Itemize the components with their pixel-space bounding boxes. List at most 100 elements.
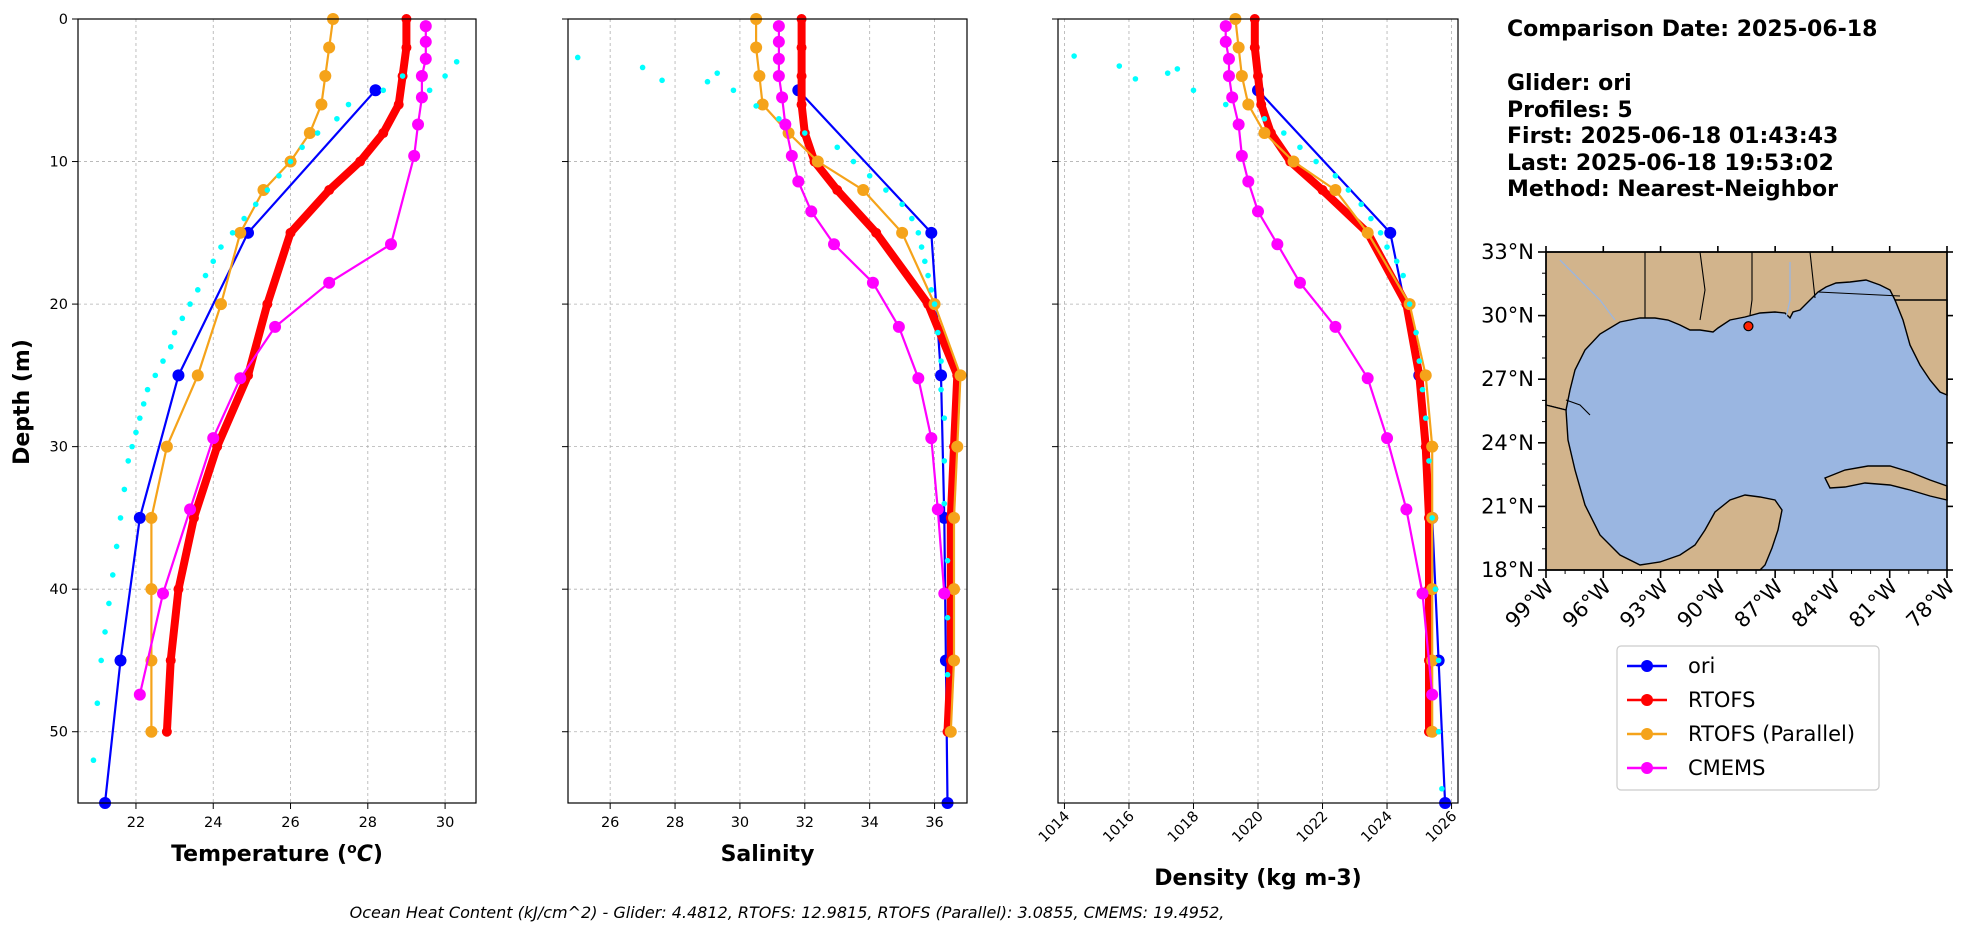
raw-point xyxy=(167,344,174,350)
depth-axis-label: Depth (m) xyxy=(10,339,35,465)
raw-point xyxy=(345,101,352,108)
series-point xyxy=(1253,71,1263,82)
x-tick-label: 26 xyxy=(601,815,619,831)
series-point xyxy=(750,41,763,54)
series-point xyxy=(828,238,840,251)
series-point xyxy=(772,52,785,65)
raw-point xyxy=(1406,301,1413,307)
series-point xyxy=(948,583,961,596)
x-tick-label: 1026 xyxy=(1423,809,1460,846)
series-point xyxy=(1329,320,1342,333)
raw-point xyxy=(442,73,448,79)
x-tick-label: 1022 xyxy=(1294,809,1331,846)
raw-point xyxy=(1297,144,1303,151)
raw-point xyxy=(218,244,224,250)
raw-point xyxy=(938,358,944,364)
x-tick-label: 1024 xyxy=(1358,809,1395,846)
raw-point xyxy=(1164,70,1171,76)
raw-point xyxy=(187,301,193,307)
x-axis-label: Salinity xyxy=(721,842,815,867)
raw-point xyxy=(928,287,935,293)
first-time: First: 2025-06-18 01:43:43 xyxy=(1507,124,1838,149)
series-point xyxy=(912,372,925,385)
raw-point xyxy=(850,158,857,165)
series-point xyxy=(262,299,273,310)
raw-point xyxy=(1222,101,1229,108)
raw-point xyxy=(1432,586,1439,592)
series-point xyxy=(1235,70,1248,83)
series-rtofs xyxy=(161,14,412,737)
lon-tick-label: 78°W xyxy=(1902,574,1960,632)
raw-point xyxy=(121,486,128,493)
raw-point xyxy=(938,386,944,393)
y-tick-label: 20 xyxy=(50,297,68,313)
last-time: Last: 2025-06-18 19:53:02 xyxy=(1507,151,1834,176)
raw-point xyxy=(935,329,941,336)
x-tick-label: 30 xyxy=(436,815,454,831)
series-line xyxy=(1224,26,1434,695)
series-point xyxy=(925,432,938,445)
raw-point xyxy=(129,443,135,450)
lat-tick-label: 24°N xyxy=(1481,431,1534,455)
legend-items: ori RTOFS RTOFS (Parallel) CMEMS xyxy=(1627,654,1855,780)
info-panel: Comparison Date: 2025-06-18 Glider: ori … xyxy=(1507,17,1877,202)
location-map: 99°W 96°W 93°W 90°W 87°W 84°W 81°W 78°W 33°N 30°N… xyxy=(1481,240,1960,633)
series-point xyxy=(753,70,766,83)
raw-point xyxy=(941,500,948,507)
axes-frame xyxy=(567,18,968,804)
celsius-unit: C xyxy=(357,842,373,867)
series-point xyxy=(173,584,184,595)
series-point xyxy=(165,655,176,666)
series-point xyxy=(1329,184,1342,197)
raw-point xyxy=(380,87,387,94)
raw-point xyxy=(399,73,406,79)
series-line xyxy=(1250,19,1433,732)
raw-point xyxy=(137,415,143,421)
raw-point xyxy=(125,458,132,464)
series-point xyxy=(772,35,785,48)
series-cmems xyxy=(772,20,951,600)
raw-point xyxy=(944,614,951,621)
lat-tick-label: 33°N xyxy=(1481,240,1534,264)
raw-point xyxy=(1439,785,1445,792)
raw-point xyxy=(730,87,737,94)
raw-point xyxy=(179,315,186,322)
series-glider_raw xyxy=(574,54,951,678)
series-rtofs xyxy=(796,14,963,737)
raw-point xyxy=(941,458,948,464)
series-point xyxy=(931,503,944,516)
series-point xyxy=(1232,118,1245,131)
series-line xyxy=(797,19,962,732)
series-point xyxy=(214,298,227,311)
series-point xyxy=(188,512,199,523)
raw-point xyxy=(944,557,951,564)
series-point xyxy=(378,128,389,139)
raw-point xyxy=(152,372,159,379)
panel-2: 1014 1016 1018 1020 1022 1024 1026 Density (kg … xyxy=(1036,13,1460,891)
series-point xyxy=(369,84,382,97)
x-tick-label: 32 xyxy=(796,815,814,831)
raw-point xyxy=(117,515,124,521)
series-point xyxy=(832,185,843,196)
series-point xyxy=(1235,149,1248,162)
raw-point xyxy=(1281,130,1287,136)
series-point xyxy=(1361,226,1374,239)
degree-superscript: o xyxy=(347,841,357,857)
raw-point xyxy=(925,272,931,279)
x-tick-label: 1020 xyxy=(1229,809,1266,846)
raw-point xyxy=(1358,201,1365,208)
series-cmems xyxy=(133,20,432,701)
x-tick-label: 1014 xyxy=(1036,809,1073,846)
series-point xyxy=(419,35,432,48)
series-point xyxy=(1287,155,1300,168)
raw-point xyxy=(659,77,665,84)
raw-point xyxy=(106,600,112,607)
raw-point xyxy=(941,415,948,421)
raw-point xyxy=(922,258,928,265)
raw-point xyxy=(264,187,271,193)
legend-label: RTOFS xyxy=(1688,688,1755,712)
series-line xyxy=(103,89,377,804)
series-point xyxy=(1426,440,1439,453)
series-point xyxy=(1361,372,1374,385)
